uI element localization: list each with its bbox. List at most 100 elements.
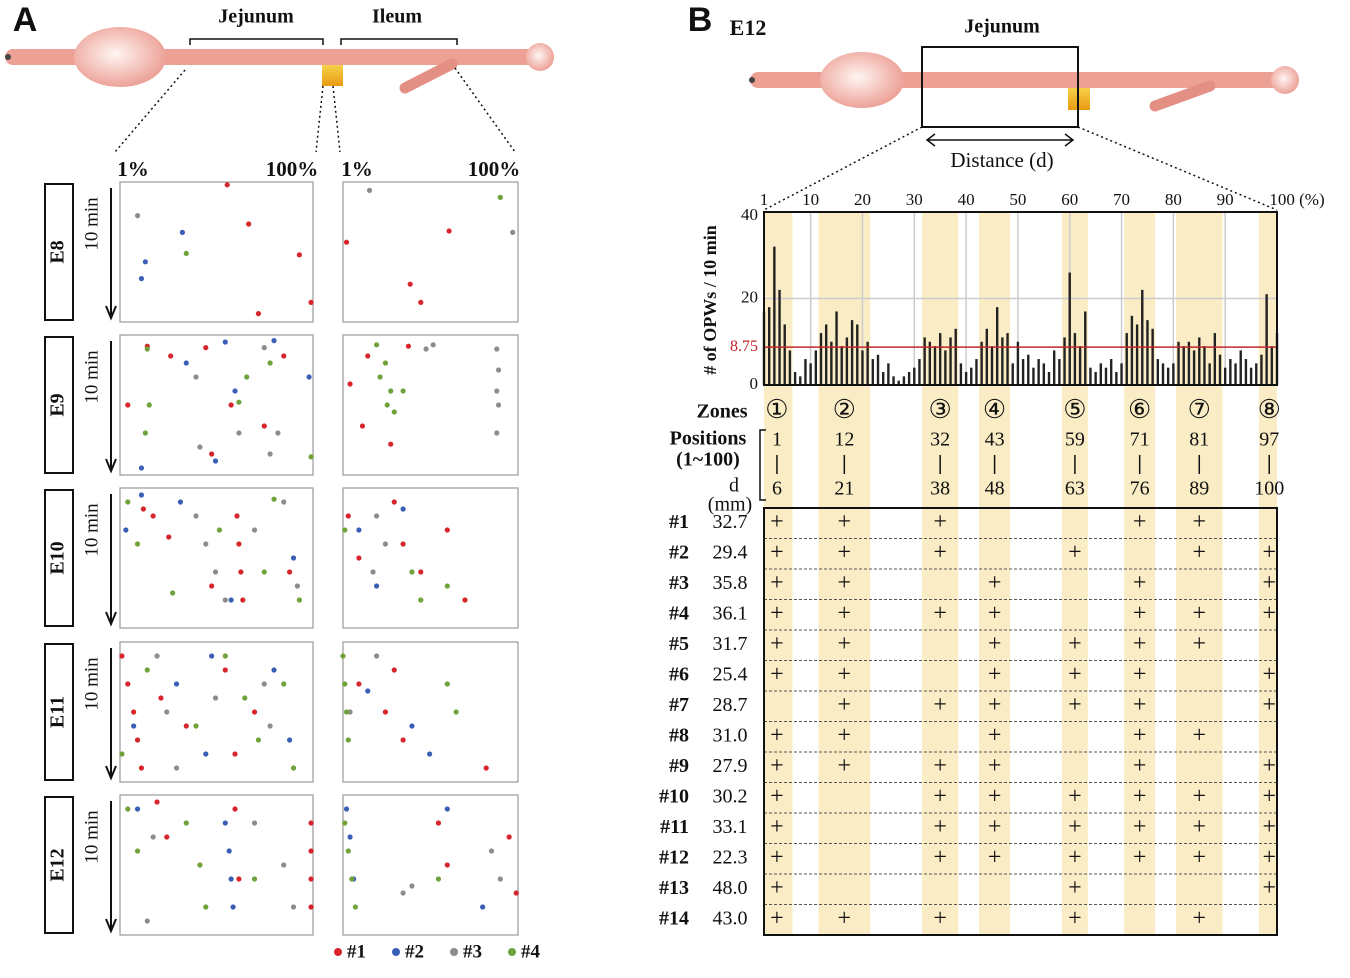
bar [1021,359,1025,385]
dot [230,904,236,910]
plus-mark: + [1133,814,1147,840]
bar [814,350,818,385]
row-d: 25.4 [713,663,748,685]
dot [356,681,362,687]
dot [212,569,219,575]
dot [242,695,248,701]
plot-frame [119,181,314,323]
plus-mark: + [770,509,784,535]
dot [125,806,131,812]
dot [177,499,184,505]
dot [345,737,351,743]
time-label: 10 min [81,503,102,557]
row-d: 28.7 [713,694,748,716]
dot [290,555,297,561]
bar [793,372,797,385]
dot [296,597,302,603]
row-label-box [44,336,74,474]
dot [296,252,302,258]
dot [290,765,297,771]
dot [342,681,348,687]
bar [1084,311,1087,385]
zone-end: 38 [930,478,950,500]
plus-mark: + [1192,905,1206,931]
plus-mark: + [933,905,947,931]
plus-mark: + [1133,661,1147,687]
dot [212,458,219,464]
dot [382,709,389,715]
dot [462,597,468,603]
time-arrow [105,801,117,934]
bar [1213,333,1217,385]
dot [409,723,415,729]
dot [345,848,351,854]
plus-mark: + [1133,753,1147,779]
dot [193,513,199,519]
dot [138,765,145,771]
plus-mark: + [988,661,1002,687]
bar [1125,333,1128,385]
plus-mark: + [1192,844,1206,870]
dot [494,346,500,352]
row-name: #13 [659,877,689,899]
plus-mark: + [988,722,1002,748]
row-d: 31.7 [713,633,748,655]
plus-mark: + [770,905,784,931]
dot [345,513,351,519]
bar [804,359,807,385]
dot [144,918,150,924]
dot [356,527,362,533]
dot [382,541,389,547]
bar [830,341,833,385]
dot [483,765,489,771]
row-d: 36.1 [713,602,748,624]
dot [134,848,141,854]
bar [1166,367,1170,385]
dot [131,723,137,729]
dot [308,848,314,854]
bar [1187,341,1191,385]
dot [255,737,262,743]
zone-number: ④ [983,395,1006,424]
x-tick-label: 1 [760,190,769,209]
dot [222,667,228,673]
row-name: #12 [659,846,689,868]
bar [783,324,786,385]
bar [835,311,838,385]
plus-mark: + [933,509,947,535]
plus-mark: + [838,692,852,718]
bar [1094,372,1097,385]
legend-swatch [334,948,342,956]
plus-mark: + [1068,539,1082,565]
dot [400,541,406,547]
bar [990,346,994,385]
dot [209,583,215,589]
plus-mark: + [1068,692,1082,718]
dot [154,799,160,805]
dot [140,506,146,512]
bar [1052,350,1056,385]
dot [183,820,189,826]
bar [1265,294,1268,385]
plus-mark: + [933,753,947,779]
dot [347,834,353,840]
plot-frame [119,487,314,629]
plus-mark: + [933,814,947,840]
bar [907,372,911,385]
plus-mark: + [1068,844,1082,870]
x-tick-label: 20 [854,190,871,209]
row-d: 43.0 [713,907,748,929]
dot [134,806,141,812]
dot [228,402,234,408]
bar [1047,372,1051,385]
dot [435,820,442,826]
time-label: 10 min [81,657,102,711]
row-label-box [44,489,74,627]
dot [246,221,252,227]
bar [1006,333,1009,385]
dot [290,904,297,910]
zone-band [922,212,959,935]
dot [261,423,267,429]
bar [840,346,843,385]
dot [138,276,145,282]
